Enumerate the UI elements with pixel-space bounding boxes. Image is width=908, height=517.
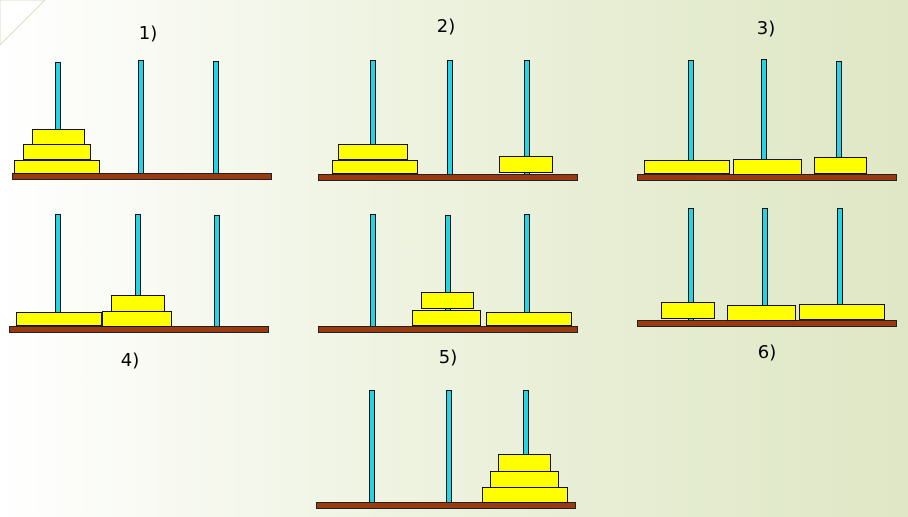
disk-large <box>14 160 100 174</box>
base-board <box>637 174 897 181</box>
peg-left <box>688 60 694 176</box>
disk-large <box>16 312 102 326</box>
peg-middle <box>138 60 144 175</box>
peg-right <box>524 214 530 328</box>
peg-middle <box>447 60 453 176</box>
disk-medium <box>490 471 559 488</box>
disk-small <box>111 295 165 312</box>
peg-right <box>214 215 220 328</box>
disk-medium <box>412 310 481 326</box>
disk-medium <box>102 311 172 327</box>
base-board <box>316 502 576 509</box>
peg-left <box>370 214 376 328</box>
disk-small <box>421 292 474 309</box>
peg-left <box>55 214 61 328</box>
peg-right <box>213 61 219 175</box>
disk-medium <box>727 305 796 321</box>
disk-large <box>332 160 418 174</box>
base-board <box>637 320 897 327</box>
panel-label-6: 6) <box>757 342 777 363</box>
peg-left <box>369 390 375 504</box>
panel-label-3: 3) <box>756 18 776 39</box>
base-board <box>318 326 578 333</box>
disk-medium <box>23 144 91 160</box>
disk-large <box>482 487 568 503</box>
disk-medium <box>338 144 408 160</box>
disk-large <box>644 160 730 174</box>
disk-small <box>498 454 551 472</box>
peg-middle <box>446 390 452 504</box>
panel-label-1: 1) <box>138 23 158 44</box>
corner-decoration <box>0 0 46 46</box>
panel-label-5: 5) <box>438 347 458 368</box>
disk-medium <box>733 159 802 175</box>
disk-large <box>486 312 572 326</box>
panel-label-2: 2) <box>436 16 456 37</box>
panel-label-4: 4) <box>120 350 140 371</box>
disk-small <box>661 302 715 319</box>
base-board <box>12 173 272 180</box>
base-board <box>318 174 578 181</box>
base-board <box>9 326 269 333</box>
disk-large <box>799 304 885 320</box>
disk-small <box>32 129 85 145</box>
disk-small <box>814 157 867 174</box>
disk-small <box>499 156 553 173</box>
